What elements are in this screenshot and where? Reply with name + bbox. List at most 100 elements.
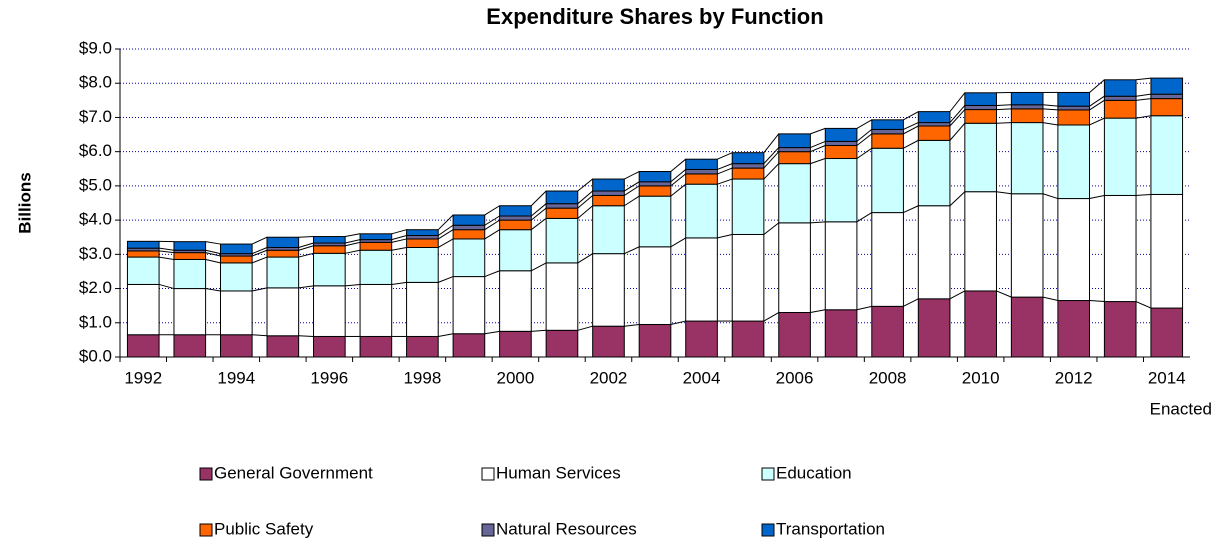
bar-segment (917, 205, 951, 300)
bar-segment (545, 262, 579, 331)
legend-label: Public Safety (214, 519, 314, 538)
series-line (298, 236, 314, 238)
bar-segment (545, 329, 579, 358)
series-line (810, 158, 826, 165)
series-line (298, 252, 314, 258)
legend-swatch (199, 467, 213, 481)
series-line (717, 167, 733, 175)
series-line (345, 241, 361, 247)
bar-segment (313, 236, 346, 244)
series-line (530, 190, 547, 207)
bar-segment (126, 334, 160, 358)
y-tick-label: $5.0 (79, 175, 112, 194)
bar-segment (266, 256, 300, 289)
series-line (996, 122, 1012, 124)
series-line (717, 152, 733, 160)
bar-segment (824, 221, 858, 311)
bar-segment (499, 219, 532, 231)
bar-segment (1010, 296, 1044, 358)
bar-segment (871, 305, 904, 358)
bar-segment (406, 235, 439, 240)
series-line (624, 195, 640, 207)
bar-segment (545, 203, 579, 209)
bar-segment (406, 246, 439, 283)
bar-segment (778, 151, 811, 165)
series-line (391, 238, 407, 243)
bar-segment (1103, 194, 1137, 303)
bar-segment (871, 212, 904, 307)
series-line (1042, 193, 1059, 200)
series-line (903, 139, 919, 149)
x-tick-label: 2014 (1148, 368, 1186, 387)
legend-label: Transportation (776, 519, 885, 538)
series-line (996, 108, 1012, 111)
series-line (624, 323, 640, 327)
bar-segment (685, 320, 718, 358)
series-line (251, 247, 268, 255)
series-line (717, 178, 733, 185)
series-line (484, 229, 500, 240)
series-line (577, 205, 593, 219)
series-line (158, 283, 175, 290)
bar-segment (126, 250, 160, 258)
series-line (1135, 77, 1151, 81)
series-line (717, 163, 733, 170)
bar-segment (917, 125, 951, 141)
bar-segment (406, 229, 439, 237)
bar-segment (964, 191, 997, 292)
series-line (159, 250, 175, 254)
x-tick-label: 2000 (497, 368, 535, 387)
bar-segment (592, 178, 625, 192)
series-line (763, 151, 780, 169)
series-line (949, 109, 966, 127)
bar-segment (1057, 105, 1091, 111)
bar-segment (313, 335, 346, 358)
bar-segment (452, 224, 486, 231)
bar-segment (638, 181, 672, 187)
bar-segment (126, 283, 160, 336)
bar-segment (592, 253, 625, 327)
legend-label: Natural Resources (496, 519, 637, 538)
x-tick-label: 2008 (869, 368, 907, 387)
bar-segment (917, 122, 951, 127)
series-line (530, 207, 547, 221)
bar-segment (1010, 193, 1044, 298)
bar-segment (313, 245, 346, 254)
series-line (670, 320, 686, 325)
series-line (670, 237, 686, 248)
bar-segment (1150, 77, 1184, 95)
bar-segment (731, 178, 765, 235)
bar-segment (452, 333, 486, 358)
bar-segment (824, 309, 858, 358)
bar-segment (685, 237, 718, 322)
bar-segment (964, 92, 997, 106)
bar-segment (685, 168, 718, 175)
series-line (856, 147, 873, 159)
y-tick-label: $8.0 (79, 73, 112, 92)
bar-segment (824, 145, 858, 160)
series-line (391, 281, 407, 285)
series-line (251, 249, 268, 257)
chart-title: Expenditure Shares by Function (486, 4, 823, 29)
x-tick-label: 2002 (590, 368, 628, 387)
bar-segment (592, 194, 625, 207)
bar-segment (126, 240, 160, 249)
legend-swatch (761, 467, 775, 481)
bar-segment (1057, 300, 1091, 358)
bar-segment (685, 173, 718, 185)
bar-segment (824, 127, 858, 142)
bar-segment (1103, 95, 1137, 101)
bar-segment (219, 290, 253, 336)
series-line (577, 253, 593, 264)
bar-segment (1103, 79, 1137, 97)
series-line (530, 218, 547, 231)
series-line (577, 325, 593, 331)
bar-segment (964, 290, 997, 358)
legend-swatch (481, 523, 495, 537)
bar-segment (592, 190, 625, 196)
series-line (437, 224, 454, 236)
series-line (810, 145, 826, 153)
bar-segment (778, 312, 811, 358)
x-tick-label: 1994 (217, 368, 255, 387)
series-line (996, 104, 1012, 106)
